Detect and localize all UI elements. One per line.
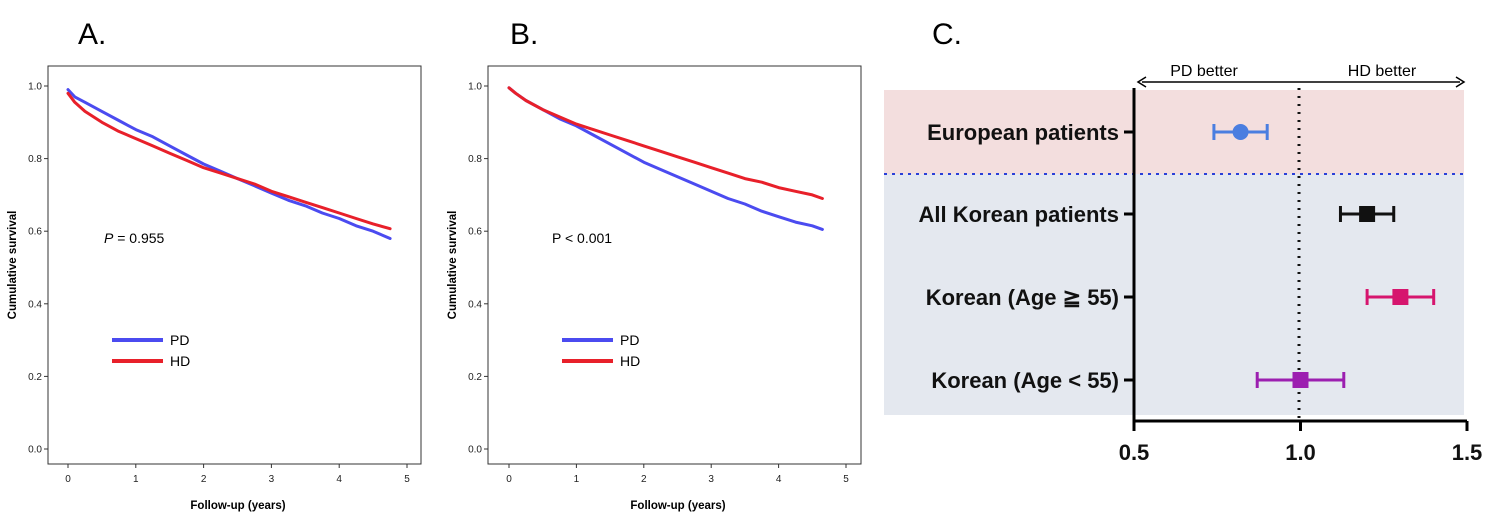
km-plot-b: 0.0 0.2 0.4 0.6 0.8 1.0 0 1 2 3 4 5 Cumulative sur…: [447, 65, 862, 512]
y-tick-label: 0.6: [468, 227, 482, 238]
x-axis-title-b: Follow-up (years): [630, 500, 725, 512]
p-label-b: P: [552, 230, 561, 246]
point-estimate: [1392, 289, 1409, 305]
x-tick-label: 0: [65, 474, 71, 485]
x-ticks-c: 0.5 1.0 1.5: [1119, 421, 1483, 465]
forest-plot: 0.5 1.0 1.5 European patients All Korean pa…: [884, 63, 1482, 465]
x-tick-label: 0: [506, 474, 512, 485]
category-label: European patients: [927, 120, 1119, 145]
point-estimate: [1232, 124, 1249, 140]
y-tick-label: 0.4: [28, 299, 42, 310]
category-label: All Korean patients: [919, 202, 1119, 227]
x-tick-label: 5: [843, 474, 849, 485]
x-tick-label: 2: [641, 474, 647, 485]
panel-label-a: A.: [78, 18, 106, 51]
pd-arrow-head: [1136, 76, 1147, 88]
x-tick-label: 3: [708, 474, 714, 485]
plot-frame-b: [487, 65, 862, 465]
hd-better-label: HD better: [1348, 63, 1417, 80]
y-ticks-b: 0.0 0.2 0.4 0.6 0.8 1.0: [468, 82, 488, 456]
category-label: Korean (Age ≧ 55): [926, 285, 1119, 310]
y-tick-label: 0.4: [468, 299, 482, 310]
p-value-b: P < 0.001: [552, 230, 612, 246]
y-tick-label: 0.6: [28, 227, 42, 238]
y-axis-title-b: Cumulative survival: [447, 211, 459, 320]
plot-frame-a: [47, 65, 422, 465]
x-tick-label: 4: [776, 474, 782, 485]
x-tick-label-c: 1.0: [1285, 440, 1316, 465]
x-tick-label: 1: [133, 474, 139, 485]
series-lines-b: [507, 86, 824, 231]
y-tick-label: 0.8: [28, 154, 42, 165]
forest-rows: European patients All Korean patients Kore…: [919, 120, 1436, 393]
y-tick-label: 0.8: [468, 154, 482, 165]
y-axis-title-a: Cumulative survival: [7, 211, 19, 320]
y-tick-label: 0.0: [28, 445, 42, 456]
p-value-a: P = 0.955: [104, 230, 165, 246]
panel-label-b: B.: [510, 18, 538, 51]
series-line-pd: [66, 88, 392, 240]
p-text-b: < 0.001: [561, 230, 612, 246]
y-tick-label: 1.0: [28, 82, 42, 93]
y-tick-label: 0.2: [28, 372, 42, 383]
point-estimate: [1359, 206, 1376, 222]
x-ticks-b: 0 1 2 3 4 5: [506, 464, 849, 485]
y-ticks-a: 0.0 0.2 0.4 0.6 0.8 1.0: [28, 82, 48, 456]
legend-label-pd-a: PD: [170, 332, 189, 348]
y-tick-label: 0.2: [468, 372, 482, 383]
x-tick-label: 3: [269, 474, 275, 485]
p-label-a: P: [104, 230, 114, 246]
legend-label-pd-b: PD: [620, 332, 639, 348]
x-ticks-a: 0 1 2 3 4 5: [65, 464, 410, 485]
x-tick-label-c: 1.5: [1452, 440, 1483, 465]
p-text-a: = 0.955: [113, 230, 164, 246]
panel-label-c: C.: [932, 18, 962, 51]
legend-label-hd-a: HD: [170, 353, 190, 369]
x-tick-label: 5: [404, 474, 410, 485]
y-tick-label: 0.0: [468, 445, 482, 456]
x-tick-label: 2: [201, 474, 207, 485]
legend-label-hd-b: HD: [620, 353, 640, 369]
series-lines-a: [66, 88, 392, 240]
group-band: [884, 90, 1464, 174]
category-label: Korean (Age < 55): [931, 368, 1119, 393]
point-estimate: [1292, 372, 1309, 388]
series-line-hd: [66, 91, 392, 231]
x-axis-title-a: Follow-up (years): [190, 500, 285, 512]
series-line-pd: [507, 86, 824, 231]
x-tick-label-c: 0.5: [1119, 440, 1150, 465]
x-tick-label: 1: [574, 474, 580, 485]
series-line-hd: [507, 86, 824, 200]
pd-better-label: PD better: [1170, 63, 1238, 80]
km-plot-a: 0.0 0.2 0.4 0.6 0.8 1.0 0 1 2 3 4 5 Cumulative sur…: [7, 65, 422, 512]
hd-arrow-head: [1455, 76, 1466, 88]
y-tick-label: 1.0: [468, 82, 482, 93]
x-tick-label: 4: [336, 474, 342, 485]
